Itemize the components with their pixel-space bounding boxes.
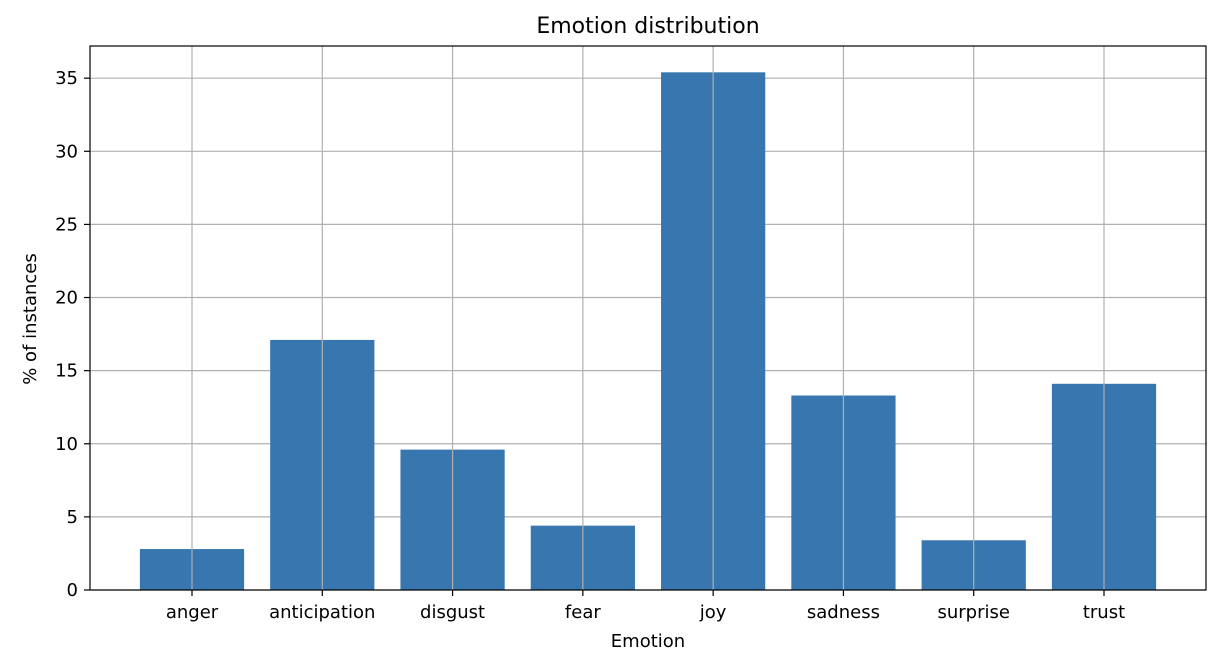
x-tick-label-disgust: disgust bbox=[420, 602, 485, 623]
x-tick-label-anticipation: anticipation bbox=[269, 602, 375, 623]
x-axis-label: Emotion bbox=[611, 631, 685, 652]
y-axis-label: % of instances bbox=[20, 253, 41, 385]
x-axis-ticks: anger anticipation disgust fear joy sadness su… bbox=[166, 590, 1125, 623]
x-tick-label-sadness: sadness bbox=[807, 602, 880, 623]
chart-title: Emotion distribution bbox=[536, 14, 759, 39]
y-tick-label: 30 bbox=[55, 141, 78, 162]
x-tick-label-fear: fear bbox=[565, 602, 601, 623]
y-axis-ticks: 0 5 10 15 20 25 30 35 bbox=[55, 68, 90, 601]
y-gridlines bbox=[90, 77, 1206, 591]
y-tick-label: 0 bbox=[67, 580, 78, 601]
x-tick-label-surprise: surprise bbox=[937, 602, 1009, 623]
plot-frame bbox=[89, 45, 1207, 591]
bars bbox=[139, 72, 1157, 591]
y-tick-label: 20 bbox=[55, 288, 78, 309]
y-tick-label: 25 bbox=[55, 214, 78, 235]
y-tick-label: 15 bbox=[55, 361, 78, 382]
y-tick-label: 35 bbox=[55, 68, 78, 89]
x-tick-label-joy: joy bbox=[699, 602, 727, 623]
x-tick-label-trust: trust bbox=[1083, 602, 1125, 623]
y-tick-label: 5 bbox=[67, 507, 78, 528]
x-gridlines bbox=[191, 46, 1105, 590]
y-tick-label: 10 bbox=[55, 434, 78, 455]
x-tick-label-anger: anger bbox=[166, 602, 219, 623]
